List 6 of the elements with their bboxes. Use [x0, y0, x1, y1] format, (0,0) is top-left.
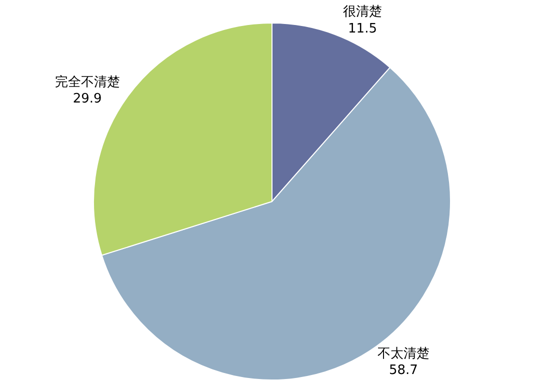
slice-label: 很清楚 [343, 4, 382, 20]
data-label: 11.5 [348, 21, 377, 36]
data-label: 29.9 [72, 92, 102, 107]
data-label: 58.7 [388, 363, 418, 378]
slice-label: 完全不清楚 [54, 74, 120, 90]
slice-label: 不太清楚 [377, 346, 430, 362]
